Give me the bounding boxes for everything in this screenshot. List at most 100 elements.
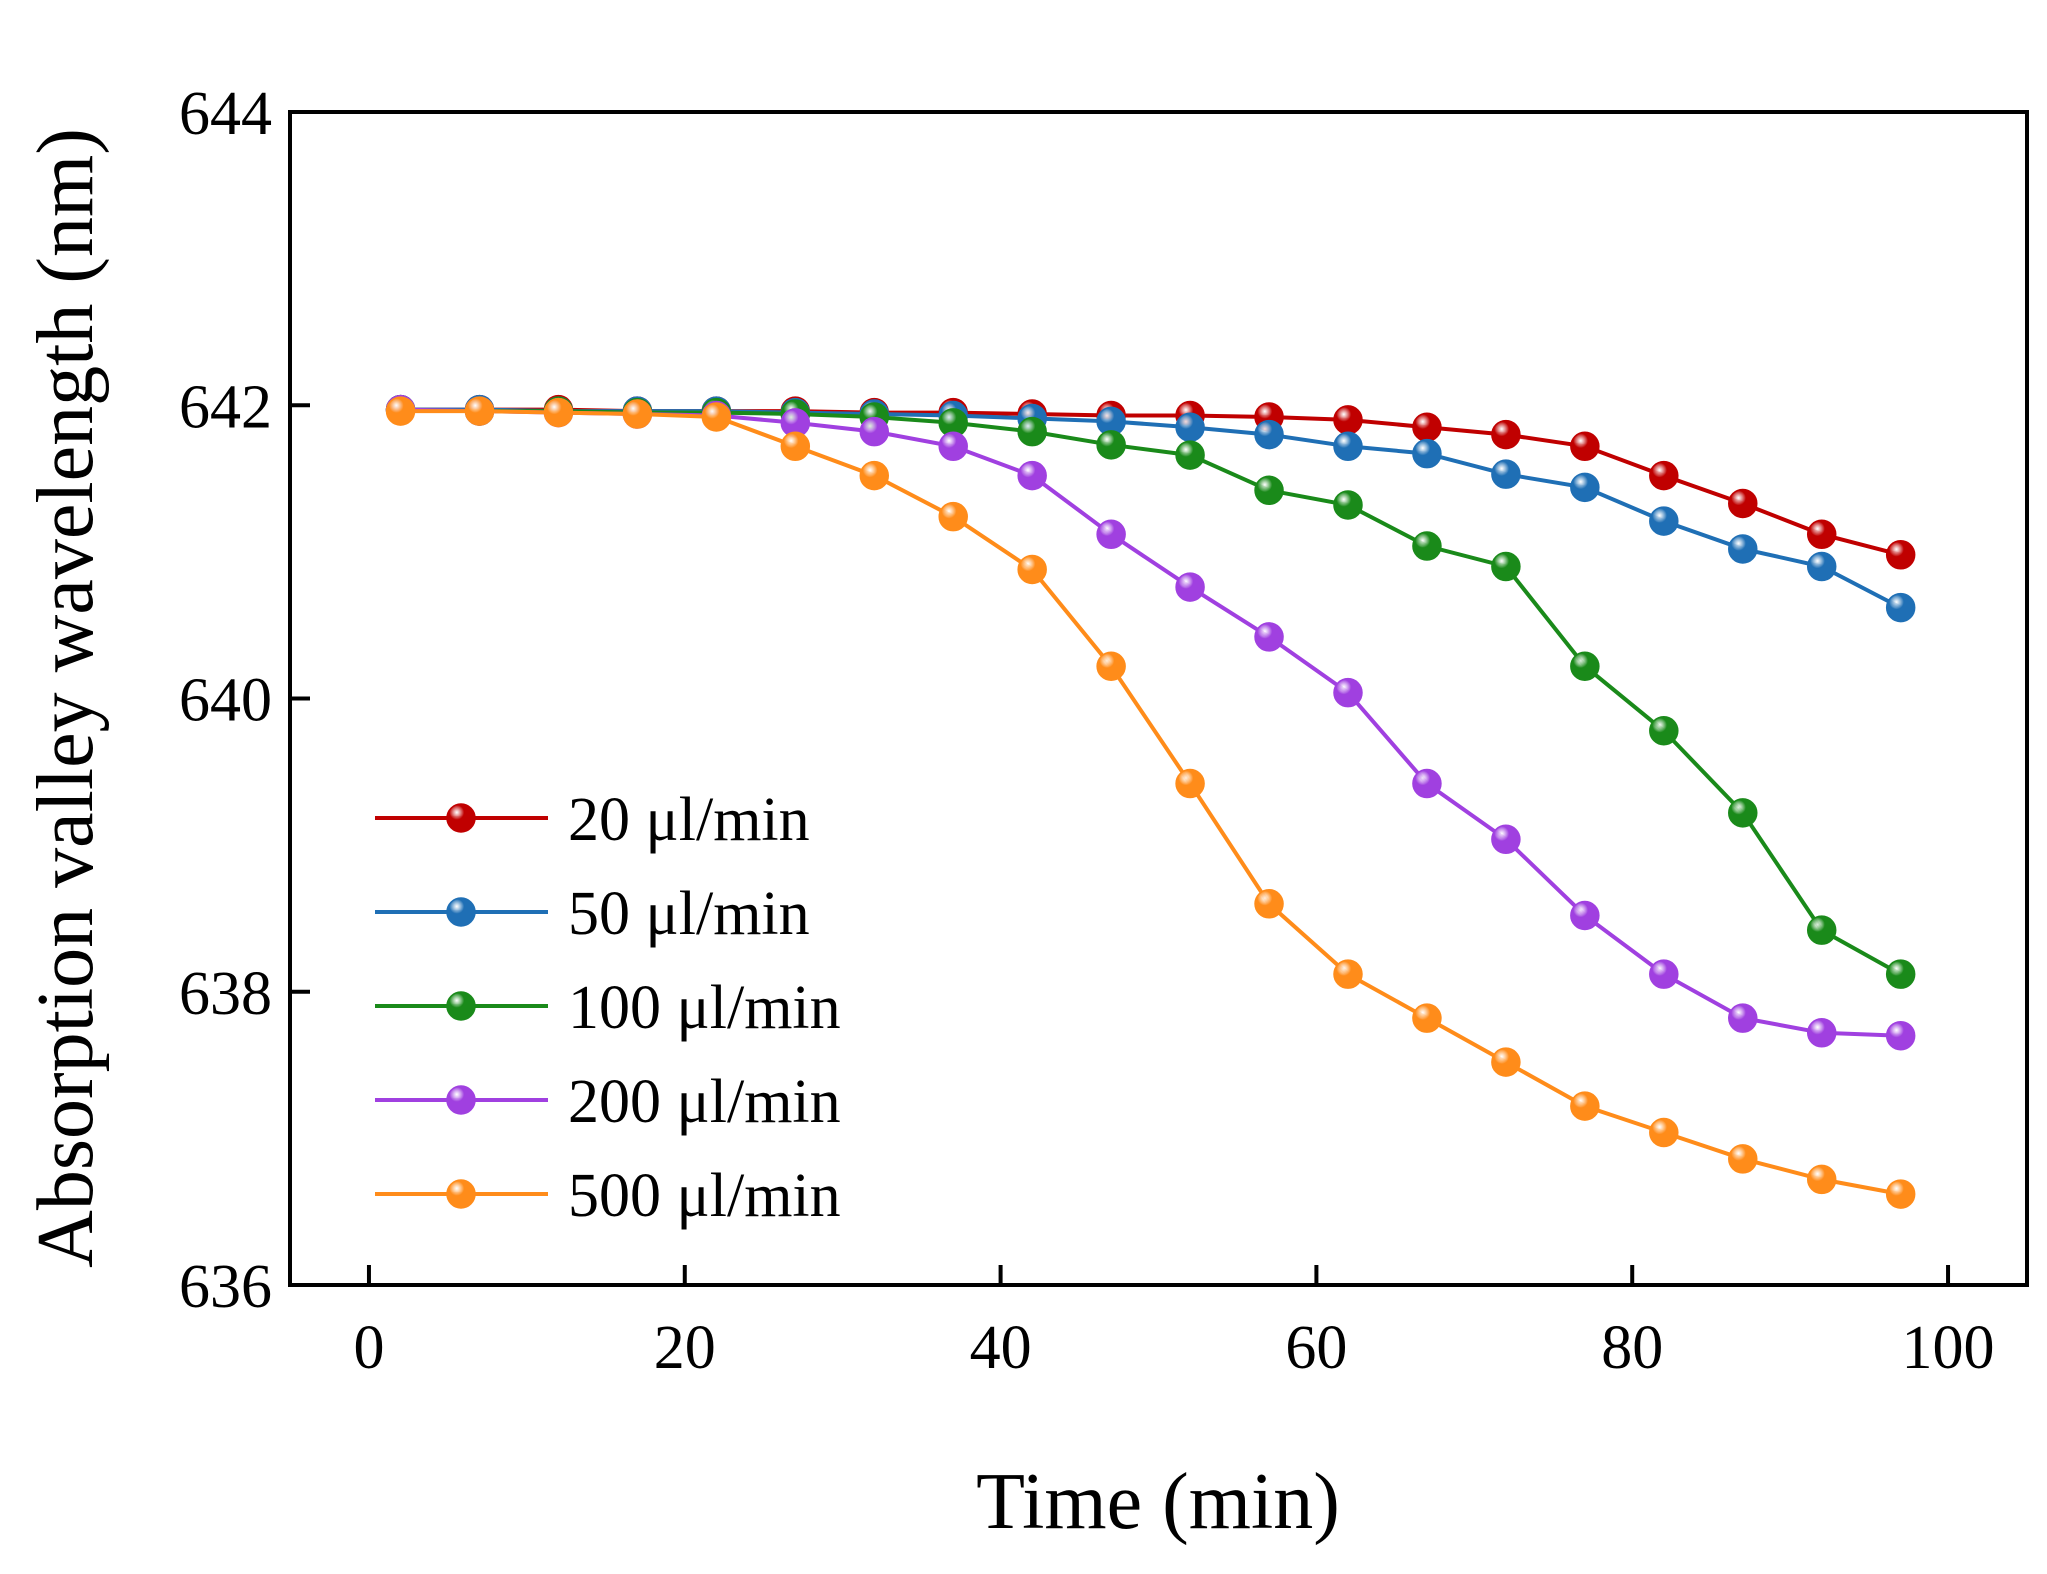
data-point [1806,551,1837,582]
data-point [1333,959,1363,989]
data-point [1570,472,1600,503]
data-point [1096,519,1126,550]
legend-marker [446,897,476,927]
data-point [1333,431,1363,462]
data-point [1491,1047,1521,1077]
data-point [385,396,416,426]
legend-marker [446,803,476,833]
series-5 [385,396,1916,1209]
y-tick-label: 642 [179,373,272,441]
data-point [1728,798,1758,828]
data-point [1254,889,1284,919]
data-point [464,396,495,426]
data-point [1254,419,1284,450]
data-point [1649,959,1679,989]
data-point [543,397,574,428]
data-point [1096,651,1126,681]
data-point [938,501,968,532]
x-tick-label: 80 [1601,1314,1663,1382]
data-point [1570,651,1600,681]
data-point [1806,915,1837,945]
data-point [1728,488,1758,519]
legend-item: 20 μl/min [375,786,810,854]
x-tick-label: 40 [970,1314,1032,1382]
plot-frame [288,110,2029,1287]
legend-item: 500 μl/min [375,1162,841,1230]
x-axis-ticks: 0 20 40 60 80 100 [353,1265,1995,1382]
data-point [1885,540,1916,570]
x-axis-title: Time (min) [976,1458,1340,1546]
data-point [1806,519,1837,550]
data-point [622,399,653,429]
data-point [1175,412,1205,442]
data-point [1333,677,1363,708]
data-point [1806,1018,1837,1048]
data-point [1333,490,1363,520]
data-point [1728,1003,1758,1033]
data-point [780,431,811,462]
data-point [1017,460,1047,491]
data-point [701,402,732,432]
data-point [1491,824,1521,855]
x-tick-label: 0 [353,1314,384,1382]
data-point [859,416,890,447]
legend-item: 100 μl/min [375,974,841,1042]
data-point [1175,440,1205,470]
y-axis-title: Absorption valley wavelength (nm) [22,128,110,1268]
x-tick-label: 20 [654,1314,716,1382]
y-tick-label: 644 [179,80,272,148]
series-2 [385,394,1916,623]
data-point [1175,572,1205,602]
y-tick-label: 640 [179,667,272,735]
data-point [1333,405,1363,435]
legend-label: 50 μl/min [568,880,810,948]
legend-marker [446,1179,476,1209]
legend: 20 μl/min 50 μl/min 100 μl/min 200 μl/min 50… [375,786,841,1230]
data-point [1885,1179,1916,1209]
legend-marker [446,991,476,1021]
legend-label: 100 μl/min [568,974,841,1042]
data-point [1254,622,1284,652]
data-point [1412,412,1442,442]
data-point [1649,460,1679,491]
data-point [1254,475,1284,506]
y-tick-label: 636 [179,1253,272,1321]
data-point [1017,554,1047,585]
x-tick-label: 100 [1902,1314,1995,1382]
data-point [1570,1091,1600,1121]
legend-label: 500 μl/min [568,1162,841,1230]
data-point [1017,416,1047,447]
data-point [1649,716,1679,746]
data-point [1885,592,1916,623]
data-point [1728,534,1758,564]
data-point [1885,1020,1916,1051]
data-point [1412,768,1442,799]
legend-label: 200 μl/min [568,1068,841,1136]
legend-marker [446,1085,476,1115]
data-point [1806,1164,1837,1195]
data-point [1175,768,1205,799]
data-point [1491,551,1521,582]
data-point [1096,430,1126,460]
data-point [1491,459,1521,489]
legend-item: 50 μl/min [375,880,810,948]
data-point [1570,431,1600,462]
data-point [1412,1003,1442,1033]
legend-item: 200 μl/min [375,1068,841,1136]
y-tick-label: 638 [179,960,272,1028]
data-point [1649,506,1679,536]
x-tick-label: 60 [1285,1314,1347,1382]
series-line [400,407,1902,610]
data-point [1412,438,1442,469]
data-point [1885,959,1916,989]
series-layer [385,394,1916,1209]
data-point [938,431,968,462]
series-1 [385,394,1916,570]
data-point [1412,531,1442,561]
data-point [1570,900,1600,931]
data-point [1491,419,1521,450]
legend-label: 20 μl/min [568,786,810,854]
data-point [859,460,890,491]
data-point [1728,1144,1758,1174]
